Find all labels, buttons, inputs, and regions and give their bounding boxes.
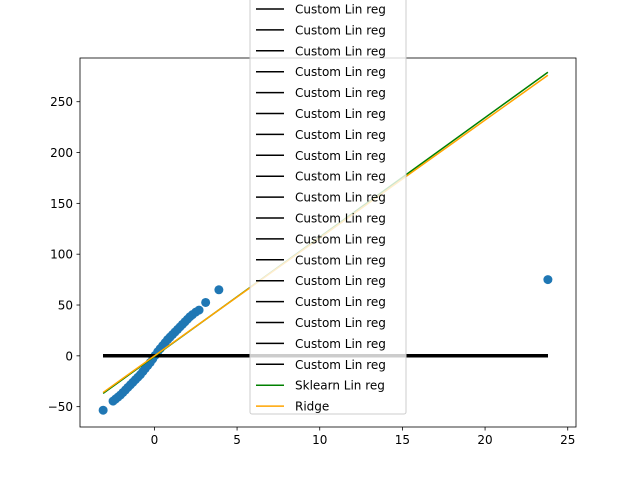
data-point bbox=[194, 305, 204, 315]
legend-label: Custom Lin reg bbox=[295, 191, 386, 205]
legend-label: Custom Lin reg bbox=[295, 149, 386, 163]
legend-box bbox=[249, 0, 407, 415]
legend-label: Custom Lin reg bbox=[295, 316, 386, 330]
y-tick-label: 250 bbox=[50, 95, 73, 109]
legend-label: Sklearn Lin reg bbox=[295, 379, 385, 393]
legend-label: Custom Lin reg bbox=[295, 295, 386, 309]
legend-label: Custom Lin reg bbox=[295, 337, 386, 351]
data-point bbox=[214, 285, 224, 295]
y-tick-label: 100 bbox=[50, 248, 73, 262]
legend-label: Ridge bbox=[295, 400, 329, 414]
legend-label: Custom Lin reg bbox=[295, 44, 386, 58]
x-tick-label: 5 bbox=[233, 433, 241, 447]
legend-label: Custom Lin reg bbox=[295, 3, 386, 17]
x-tick-label: 20 bbox=[477, 433, 492, 447]
y-tick-label: 50 bbox=[58, 299, 73, 313]
y-tick-label: −50 bbox=[48, 400, 73, 414]
y-tick-label: 150 bbox=[50, 197, 73, 211]
legend-label: Custom Lin reg bbox=[295, 358, 386, 372]
legend: Custom Lin reg Custom Lin reg Custom Lin r… bbox=[249, 0, 407, 415]
legend-label: Custom Lin reg bbox=[295, 253, 386, 267]
legend-label: Custom Lin reg bbox=[295, 274, 386, 288]
data-point bbox=[543, 275, 553, 285]
legend-label: Custom Lin reg bbox=[295, 86, 386, 100]
axes: 0 5 10 15 20 25 −50 0 50 100 150 200 250 bbox=[48, 57, 577, 447]
x-tick-label: 10 bbox=[312, 433, 327, 447]
legend-label: Custom Lin reg bbox=[295, 232, 386, 246]
y-tick-label: 0 bbox=[65, 349, 73, 363]
legend-label: Custom Lin reg bbox=[295, 65, 386, 79]
legend-label: Custom Lin reg bbox=[295, 212, 386, 226]
data-point bbox=[98, 405, 108, 415]
x-tick-label: 0 bbox=[151, 433, 159, 447]
data-point bbox=[201, 297, 211, 307]
x-tick-label: 15 bbox=[395, 433, 410, 447]
legend-label: Custom Lin reg bbox=[295, 107, 386, 121]
y-tick-label: 200 bbox=[50, 146, 73, 160]
legend-label: Custom Lin reg bbox=[295, 170, 386, 184]
legend-label: Custom Lin reg bbox=[295, 23, 386, 37]
x-tick-label: 25 bbox=[560, 433, 575, 447]
legend-label: Custom Lin reg bbox=[295, 128, 386, 142]
